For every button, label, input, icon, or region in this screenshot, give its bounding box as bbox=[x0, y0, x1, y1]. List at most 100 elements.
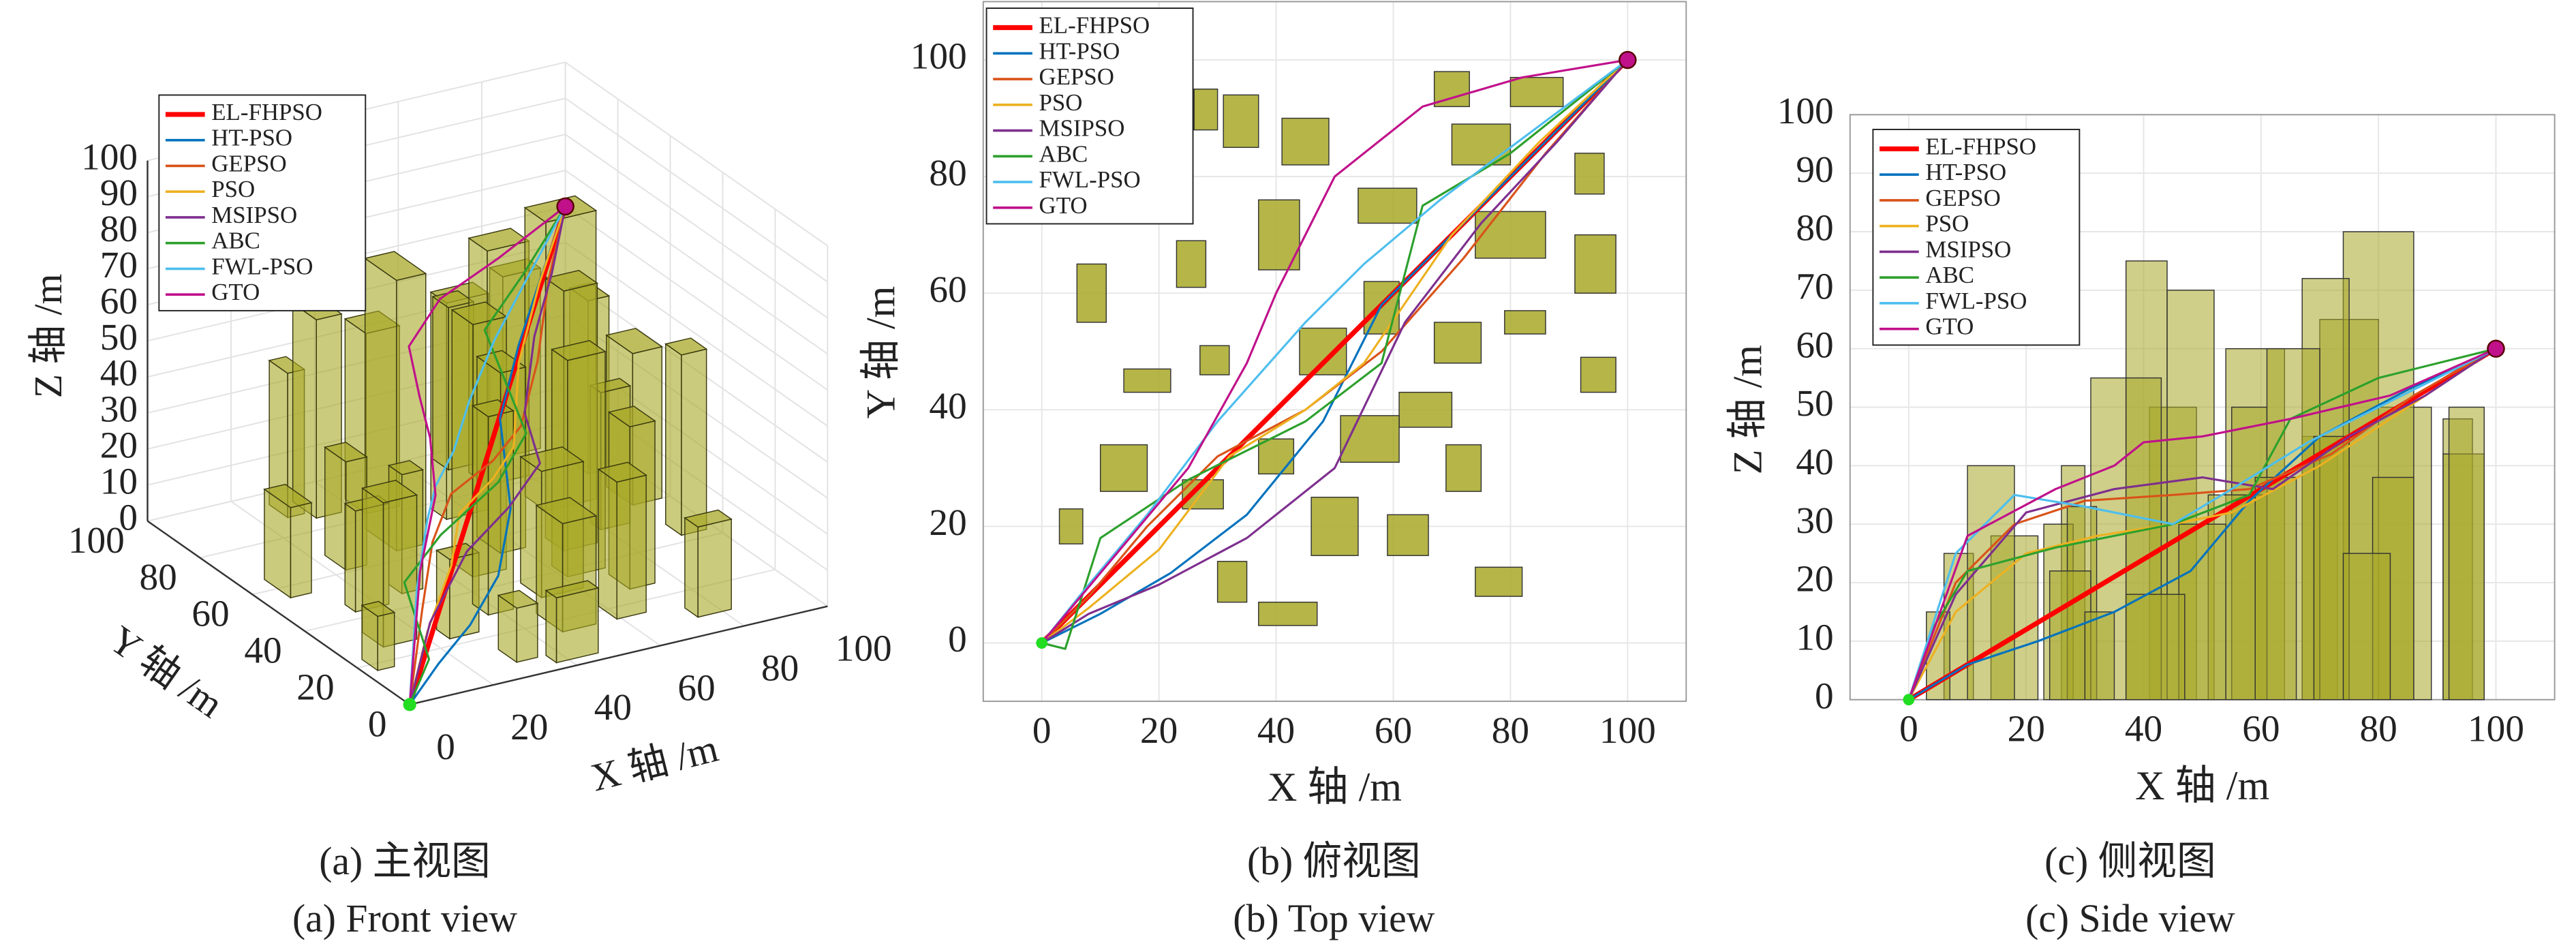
obstacle bbox=[516, 602, 538, 663]
obstacle bbox=[684, 509, 733, 528]
obstacle bbox=[1216, 561, 1248, 603]
legend-box bbox=[985, 7, 1194, 225]
z-tick-label: 10 bbox=[100, 460, 138, 502]
z-tick-label: 50 bbox=[100, 316, 138, 358]
legend-label: EL-FHPSO bbox=[1925, 133, 2036, 159]
y-tick-label: 60 bbox=[191, 593, 229, 634]
obstacle bbox=[361, 600, 396, 617]
obstacle bbox=[1340, 415, 1400, 463]
obstacle bbox=[616, 474, 647, 620]
obstacle bbox=[363, 251, 427, 281]
obstacle bbox=[1058, 508, 1084, 544]
path-line bbox=[1041, 59, 1629, 644]
y-axis-label: Y 轴 /m bbox=[858, 286, 904, 419]
y-tick-label: 40 bbox=[929, 385, 966, 427]
path-line bbox=[1907, 348, 2497, 701]
x-tick-label: 80 bbox=[2360, 707, 2397, 749]
goal-point bbox=[2487, 339, 2505, 358]
axis-line bbox=[147, 520, 410, 705]
path-line bbox=[1907, 348, 2497, 701]
legend-label: EL-FHPSO bbox=[211, 99, 322, 125]
y-tick-label: 70 bbox=[1796, 266, 1833, 307]
legend-label: FWL-PSO bbox=[211, 253, 313, 279]
legend-label: MSIPSO bbox=[1925, 236, 2011, 262]
obstacle bbox=[2084, 611, 2115, 701]
obstacle bbox=[1310, 496, 1359, 556]
legend-label: GTO bbox=[1925, 313, 1974, 340]
x-tick-label: 100 bbox=[835, 628, 892, 669]
obstacle bbox=[545, 580, 600, 599]
obstacle bbox=[432, 295, 449, 471]
x-tick-label: 40 bbox=[594, 686, 632, 728]
path-line bbox=[1041, 59, 1629, 650]
legend-label: PSO bbox=[211, 176, 255, 202]
caption-en: (c) Side view bbox=[2025, 897, 2235, 940]
y-tick-label: 20 bbox=[929, 502, 966, 543]
obstacle bbox=[519, 446, 585, 472]
z-tick-label: 90 bbox=[100, 172, 138, 213]
obstacle bbox=[497, 589, 539, 609]
x-tick-label: 0 bbox=[436, 726, 455, 767]
goal-point bbox=[1619, 50, 1637, 70]
y-tick-label: 0 bbox=[948, 618, 967, 660]
obstacle bbox=[545, 589, 557, 664]
path-line bbox=[408, 206, 567, 705]
obstacle bbox=[387, 460, 425, 476]
path-line bbox=[408, 206, 567, 705]
obstacle bbox=[2254, 476, 2297, 701]
obstacle bbox=[1258, 438, 1295, 475]
z-tick-label: 0 bbox=[119, 496, 138, 538]
y-axis-label: Z 轴 /m bbox=[1725, 345, 1770, 474]
x-tick-label: 40 bbox=[1257, 709, 1295, 751]
y-tick-label: 80 bbox=[139, 556, 177, 598]
y-tick-label: 60 bbox=[929, 268, 966, 310]
obstacle bbox=[605, 328, 663, 354]
y-tick-label: 20 bbox=[296, 666, 334, 707]
legend-label: EL-FHPSO bbox=[1039, 12, 1150, 39]
z-tick-label: 30 bbox=[100, 388, 138, 430]
legend-label: GEPSO bbox=[1925, 185, 2000, 211]
legend-box bbox=[1872, 128, 2081, 346]
z-tick-label: 80 bbox=[100, 208, 138, 249]
start-point bbox=[1036, 637, 1048, 649]
x-axis-label: X 轴 /m bbox=[587, 727, 722, 800]
x-tick-label: 80 bbox=[761, 647, 799, 689]
legend-label: HT-PSO bbox=[1925, 159, 2006, 185]
x-tick-label: 100 bbox=[2468, 707, 2524, 749]
z-tick-label: 40 bbox=[100, 352, 138, 394]
obstacle bbox=[1398, 391, 1453, 428]
path-line bbox=[407, 205, 568, 706]
x-tick-label: 100 bbox=[1599, 709, 1656, 751]
x-tick-label: 60 bbox=[1375, 709, 1412, 751]
path-line bbox=[1908, 348, 2497, 701]
obstacle bbox=[377, 611, 395, 671]
x-tick-label: 60 bbox=[677, 666, 715, 708]
path-line bbox=[408, 206, 567, 705]
legend-label: ABC bbox=[211, 228, 260, 254]
axis-line bbox=[409, 605, 828, 706]
obstacle bbox=[361, 480, 418, 504]
y-tick-label: 50 bbox=[1796, 382, 1833, 424]
y-tick-label: 90 bbox=[1796, 149, 1833, 190]
obstacle bbox=[2342, 553, 2391, 701]
obstacle bbox=[1475, 566, 1523, 597]
z-tick-label: 20 bbox=[100, 425, 138, 466]
obstacle bbox=[344, 502, 356, 613]
y-tick-label: 80 bbox=[1796, 207, 1833, 249]
legend-box bbox=[158, 94, 367, 311]
obstacle bbox=[1223, 94, 1259, 149]
obstacle bbox=[1433, 322, 1482, 364]
obstacle bbox=[607, 405, 656, 428]
obstacle bbox=[1123, 368, 1171, 393]
path-line bbox=[1907, 348, 2497, 701]
x-tick-label: 60 bbox=[2242, 707, 2280, 749]
obstacle bbox=[1574, 234, 1616, 294]
obstacle bbox=[544, 269, 599, 292]
obstacle bbox=[292, 302, 317, 519]
y-tick-label: 0 bbox=[368, 703, 387, 744]
obstacle bbox=[664, 337, 708, 356]
caption: (b) 俯视图 bbox=[1247, 840, 1421, 883]
start-point bbox=[1903, 694, 1915, 706]
plot-frame bbox=[982, 1, 1687, 703]
x-axis-label: X 轴 /m bbox=[1268, 765, 1402, 810]
